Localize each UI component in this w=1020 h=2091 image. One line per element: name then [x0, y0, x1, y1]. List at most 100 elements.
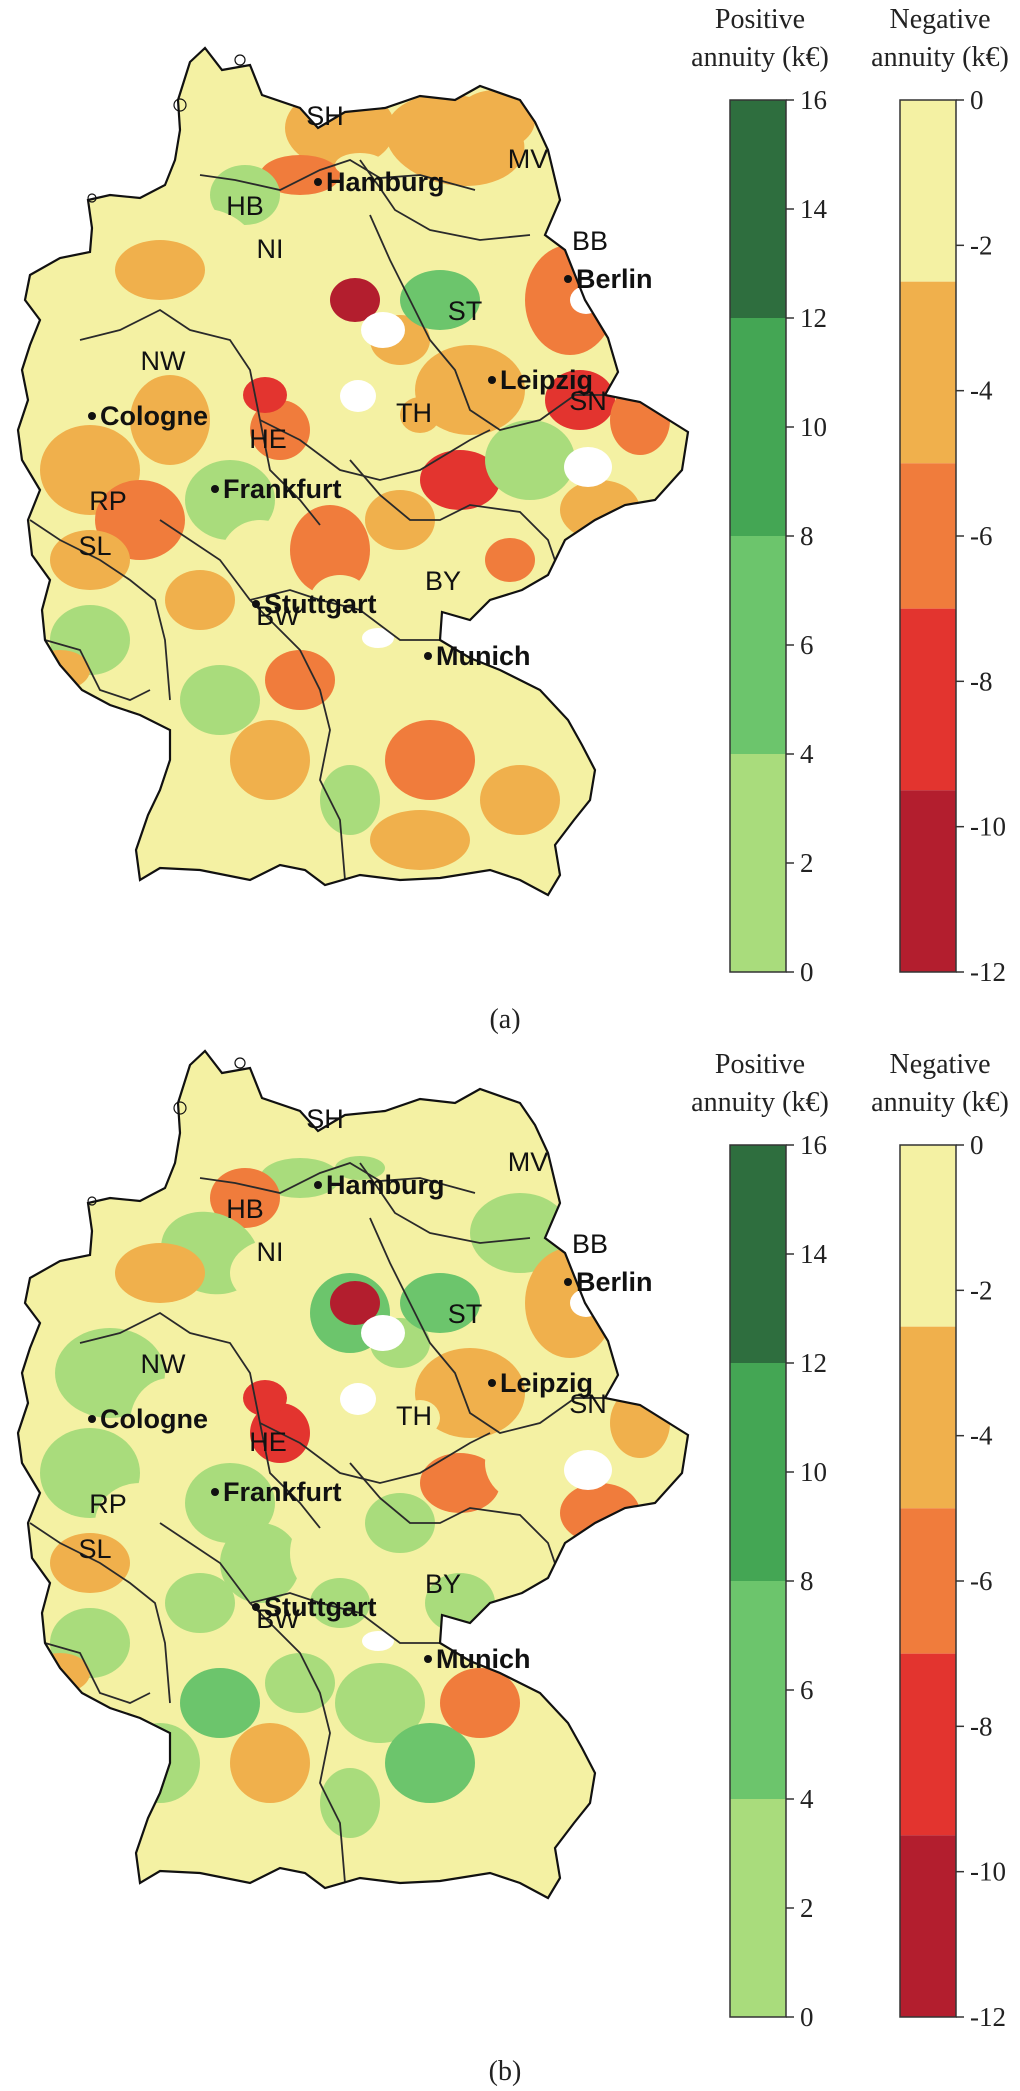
legend-negative-tick-label: -4	[970, 1421, 993, 1451]
legend-negative-tick-label: -10	[970, 812, 1006, 842]
legends-b: Positive annuity (k€) 16 14 12 10 8 6 4 2 0 Negativ…	[691, 1049, 1009, 2032]
country-outline	[16, 1049, 690, 1900]
state-label-th: TH	[396, 1401, 432, 1431]
city-label-berlin: Berlin	[576, 264, 653, 294]
legend-positive-tick-label: 10	[800, 412, 827, 442]
region-patch	[485, 1423, 575, 1503]
no-data-area	[54, 706, 90, 734]
no-data-area	[54, 1709, 90, 1737]
city-dot-frankfurt	[211, 1488, 219, 1496]
legend-negative-tick-label: -2	[970, 230, 993, 260]
legend-negative-band	[900, 100, 956, 282]
state-border	[199, 159, 476, 191]
no-data-area	[340, 1383, 376, 1415]
legend-negative-band	[900, 1653, 956, 1836]
city-label-hamburg: Hamburg	[326, 1170, 445, 1200]
city-label-frankfurt: Frankfurt	[223, 474, 342, 504]
region-patch	[330, 278, 380, 322]
state-border	[349, 1462, 561, 1579]
legend-positive-title-2: annuity (k€)	[691, 42, 829, 73]
state-label-bw: BW	[256, 601, 300, 631]
no-data-area	[362, 1631, 394, 1651]
city-dot-cologne	[88, 412, 96, 420]
region-patch	[560, 1483, 640, 1543]
region-patch	[55, 1328, 165, 1418]
legend-negative-tick-label: -8	[970, 666, 993, 696]
city-label-cologne: Cologne	[100, 1404, 208, 1434]
region-patch	[290, 505, 370, 595]
city-dot-hamburg	[314, 178, 322, 186]
region-patch	[30, 650, 90, 690]
region-patch	[365, 1493, 435, 1553]
region-patch	[400, 1400, 440, 1436]
region-patch	[230, 720, 310, 800]
city-dot-leipzig	[488, 1379, 496, 1387]
island	[234, 1057, 246, 1069]
region-patch	[320, 1768, 380, 1838]
region-patch	[385, 1723, 475, 1803]
region-patch	[370, 810, 470, 870]
legend-positive-tick-label: 8	[800, 1566, 814, 1596]
state-border	[369, 214, 605, 431]
legend-positive-tick-label: 16	[800, 1130, 827, 1160]
city-dot-berlin	[564, 275, 572, 283]
germany-map-a: SH HB NI MV BB ST NW HE TH SN RP SL BW BY Hamburg Berli…	[16, 46, 690, 897]
state-label-sl: SL	[78, 1534, 111, 1564]
region-patch	[365, 490, 435, 550]
region-patch	[165, 570, 235, 630]
region-patch	[30, 1653, 90, 1693]
panel-a: SH HB NI MV BB ST NW HE TH SN RP SL BW BY Hamburg Berli…	[0, 0, 1020, 1045]
legend-negative-tick-label: -2	[970, 1275, 993, 1305]
state-label-by: BY	[425, 566, 461, 596]
panel-a-figure: SH HB NI MV BB ST NW HE TH SN RP SL BW BY Hamburg Berli…	[16, 4, 1009, 1035]
panel-b-figure: SH HB NI MV BB ST NW HE TH SN RP SL BW BY Hamburg Berli…	[16, 1049, 1009, 2087]
legend-negative-band	[900, 608, 956, 791]
region-patch	[415, 1348, 525, 1438]
legend-positive-tick-label: 4	[800, 739, 814, 769]
region-patch	[290, 1508, 370, 1598]
region-patch	[230, 1238, 330, 1308]
legend-positive-band	[730, 100, 786, 318]
region-patch	[420, 450, 500, 510]
legend-positive-tick-label: 0	[800, 2002, 814, 2032]
state-border	[259, 419, 491, 481]
legend-positive-band	[730, 754, 786, 972]
city-label-stuttgart: Stuttgart	[264, 1592, 376, 1622]
region-patch	[55, 325, 165, 415]
state-border	[249, 1592, 440, 1644]
region-patch	[130, 375, 210, 465]
city-dot-hamburg	[314, 1181, 322, 1189]
city-dot-cologne	[88, 1415, 96, 1423]
region-patch	[480, 1768, 560, 1838]
city-label-hamburg: Hamburg	[326, 167, 445, 197]
state-label-sh: SH	[306, 101, 344, 131]
state-label-mv: MV	[508, 1147, 549, 1177]
state-border	[159, 519, 346, 881]
no-data-area	[340, 380, 376, 412]
state-label-st: ST	[448, 1299, 483, 1329]
state-border	[199, 1162, 476, 1194]
legend-positive-tick-label: 12	[800, 1348, 827, 1378]
region-patch	[115, 240, 205, 300]
legend-positive-tick-label: 6	[800, 1675, 814, 1705]
legend-positive-tick-label: 6	[800, 630, 814, 660]
region-patch	[385, 720, 475, 800]
no-data-area	[564, 447, 612, 487]
city-dot-stuttgart	[252, 600, 260, 608]
city-dot-munich	[424, 652, 432, 660]
legend-negative-tick-label: 0	[970, 1130, 984, 1160]
legend-positive-tick-label: 2	[800, 1893, 814, 1923]
region-patch	[560, 480, 640, 540]
region-patch	[180, 800, 280, 860]
region-patch	[440, 665, 520, 735]
state-border	[79, 308, 321, 526]
island	[173, 1101, 187, 1115]
state-label-rp: RP	[89, 1489, 127, 1519]
state-border	[29, 1522, 171, 1704]
region-patch	[420, 1453, 500, 1513]
region-patch	[545, 1373, 615, 1433]
state-label-rp: RP	[89, 486, 127, 516]
state-label-sh: SH	[306, 1104, 344, 1134]
legend-positive-title-1: Positive	[715, 4, 805, 35]
panel-caption: (b)	[489, 2056, 522, 2087]
